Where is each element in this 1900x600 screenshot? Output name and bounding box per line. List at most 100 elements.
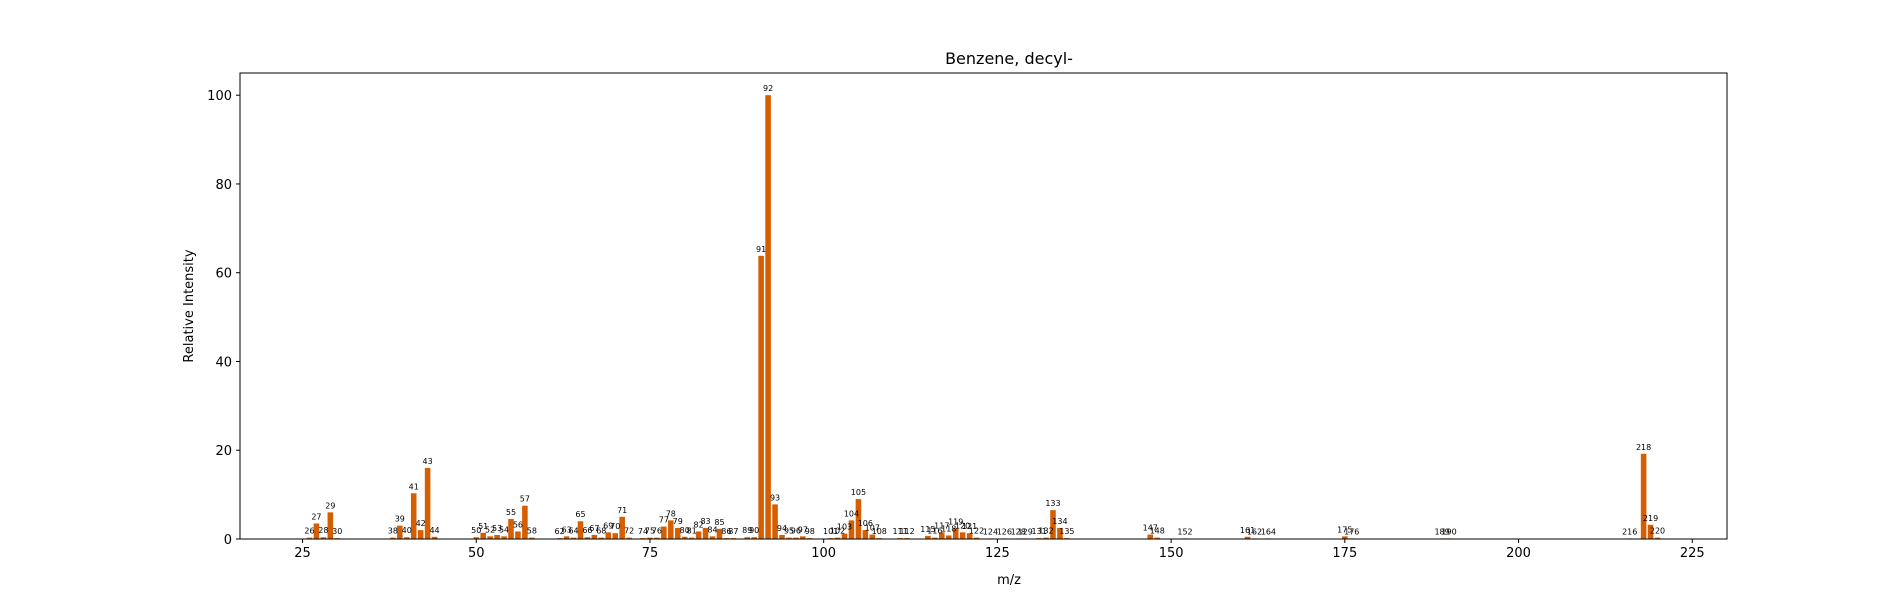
- peak-label: 97: [798, 525, 808, 534]
- peak-bar: [417, 530, 424, 539]
- peak-label: 111: [892, 527, 907, 536]
- peak-bar: [1043, 537, 1049, 539]
- peak-bar: [681, 536, 688, 539]
- peak-bar: [522, 505, 528, 539]
- peak-bar: [508, 519, 514, 539]
- peak-label: 42: [416, 519, 426, 528]
- peak-label: 104: [844, 509, 859, 518]
- peak-bar: [605, 532, 612, 539]
- peak-label: 67: [589, 524, 599, 533]
- peak-label: 105: [851, 488, 866, 497]
- peak-label: 39: [395, 515, 405, 524]
- peak-label: 112: [899, 527, 914, 536]
- peak-bar: [494, 535, 500, 539]
- peak-label: 78: [666, 509, 676, 518]
- peak-label: 65: [575, 510, 585, 519]
- peak-label: 117: [934, 521, 949, 530]
- chart-title: Benzene, decyl-: [945, 49, 1073, 68]
- peak-label: 102: [830, 527, 845, 536]
- peak-bar: [786, 537, 792, 539]
- peak-label: 124: [983, 528, 998, 537]
- peak-label: 133: [1045, 499, 1060, 508]
- peak-label: 118: [941, 524, 956, 533]
- peak-label: 52: [485, 525, 495, 534]
- peak-bar: [688, 537, 695, 539]
- peak-bar: [765, 95, 771, 539]
- peak-bar: [841, 533, 848, 539]
- peak-label: 55: [506, 508, 516, 517]
- peak-bar: [674, 527, 681, 539]
- peak-bar: [1050, 510, 1056, 539]
- peak-label: 43: [423, 457, 433, 466]
- peak-bar: [751, 537, 757, 539]
- peak-bar: [1244, 536, 1251, 539]
- peak-label: 81: [687, 527, 697, 536]
- peak-label: 79: [673, 517, 683, 526]
- peak-bar: [952, 528, 959, 539]
- peak-bar: [800, 536, 806, 539]
- peak-bar: [695, 531, 702, 539]
- peak-bar: [709, 536, 716, 539]
- peak-label: 216: [1622, 528, 1637, 537]
- peak-label: 51: [478, 522, 488, 531]
- x-tick-label: 25: [294, 546, 311, 561]
- peak-label: 103: [837, 523, 852, 532]
- peak-label: 98: [805, 527, 815, 536]
- x-tick-label: 50: [468, 546, 485, 561]
- peak-bar: [1147, 534, 1154, 539]
- peak-bar: [577, 521, 584, 539]
- peak-label: 107: [865, 524, 880, 533]
- peak-bar: [654, 537, 660, 539]
- peak-label: 76: [652, 527, 662, 536]
- x-tick-label: 100: [811, 546, 836, 561]
- peak-bar: [598, 537, 605, 539]
- peak-label: 119: [948, 517, 963, 526]
- x-axis-label: m/z: [997, 573, 1021, 588]
- peak-bar: [529, 537, 535, 539]
- peak-label: 27: [311, 512, 321, 521]
- peak-bar: [612, 533, 619, 539]
- peak-bar: [501, 536, 507, 539]
- peak-bar: [848, 520, 855, 539]
- peak-bar: [862, 530, 869, 539]
- peak-label: 29: [325, 501, 335, 510]
- peak-bar: [1342, 536, 1348, 539]
- peak-label: 121: [962, 522, 977, 531]
- peak-bar: [431, 536, 438, 539]
- y-axis-label: Relative Intensity: [182, 249, 197, 362]
- peak-label: 220: [1650, 527, 1665, 536]
- peak-label: 72: [624, 527, 634, 536]
- peak-bar: [647, 537, 653, 539]
- peak-label: 54: [499, 525, 509, 534]
- peak-label: 175: [1337, 525, 1352, 534]
- peak-bar: [1154, 537, 1160, 539]
- peak-label: 53: [492, 524, 502, 533]
- peak-label: 91: [756, 245, 766, 254]
- peak-label: 40: [402, 526, 412, 535]
- peak-bar: [1647, 524, 1654, 539]
- peak-label: 164: [1261, 528, 1276, 537]
- peak-label: 122: [969, 527, 984, 536]
- peak-label: 147: [1143, 524, 1158, 533]
- peak-label: 83: [700, 517, 710, 526]
- peak-label: 84: [707, 525, 717, 534]
- peak-label: 116: [927, 527, 942, 536]
- peak-label: 58: [527, 527, 537, 536]
- peak-label: 56: [513, 520, 523, 529]
- peak-label: 115: [920, 525, 935, 534]
- peak-bar: [855, 499, 862, 539]
- peak-bar: [480, 532, 486, 539]
- peak-bar: [1057, 527, 1063, 539]
- x-tick-label: 175: [1332, 546, 1357, 561]
- peak-label: 152: [1177, 528, 1192, 537]
- peak-label: 106: [858, 519, 873, 528]
- peak-label: 28: [318, 526, 328, 535]
- peak-bar: [1640, 453, 1647, 539]
- peak-label: 69: [603, 521, 613, 530]
- peak-label: 190: [1441, 528, 1456, 537]
- peak-label: 129: [1018, 528, 1033, 537]
- peak-label: 80: [680, 526, 690, 535]
- peak-bar: [626, 537, 632, 539]
- x-tick-label: 125: [985, 546, 1010, 561]
